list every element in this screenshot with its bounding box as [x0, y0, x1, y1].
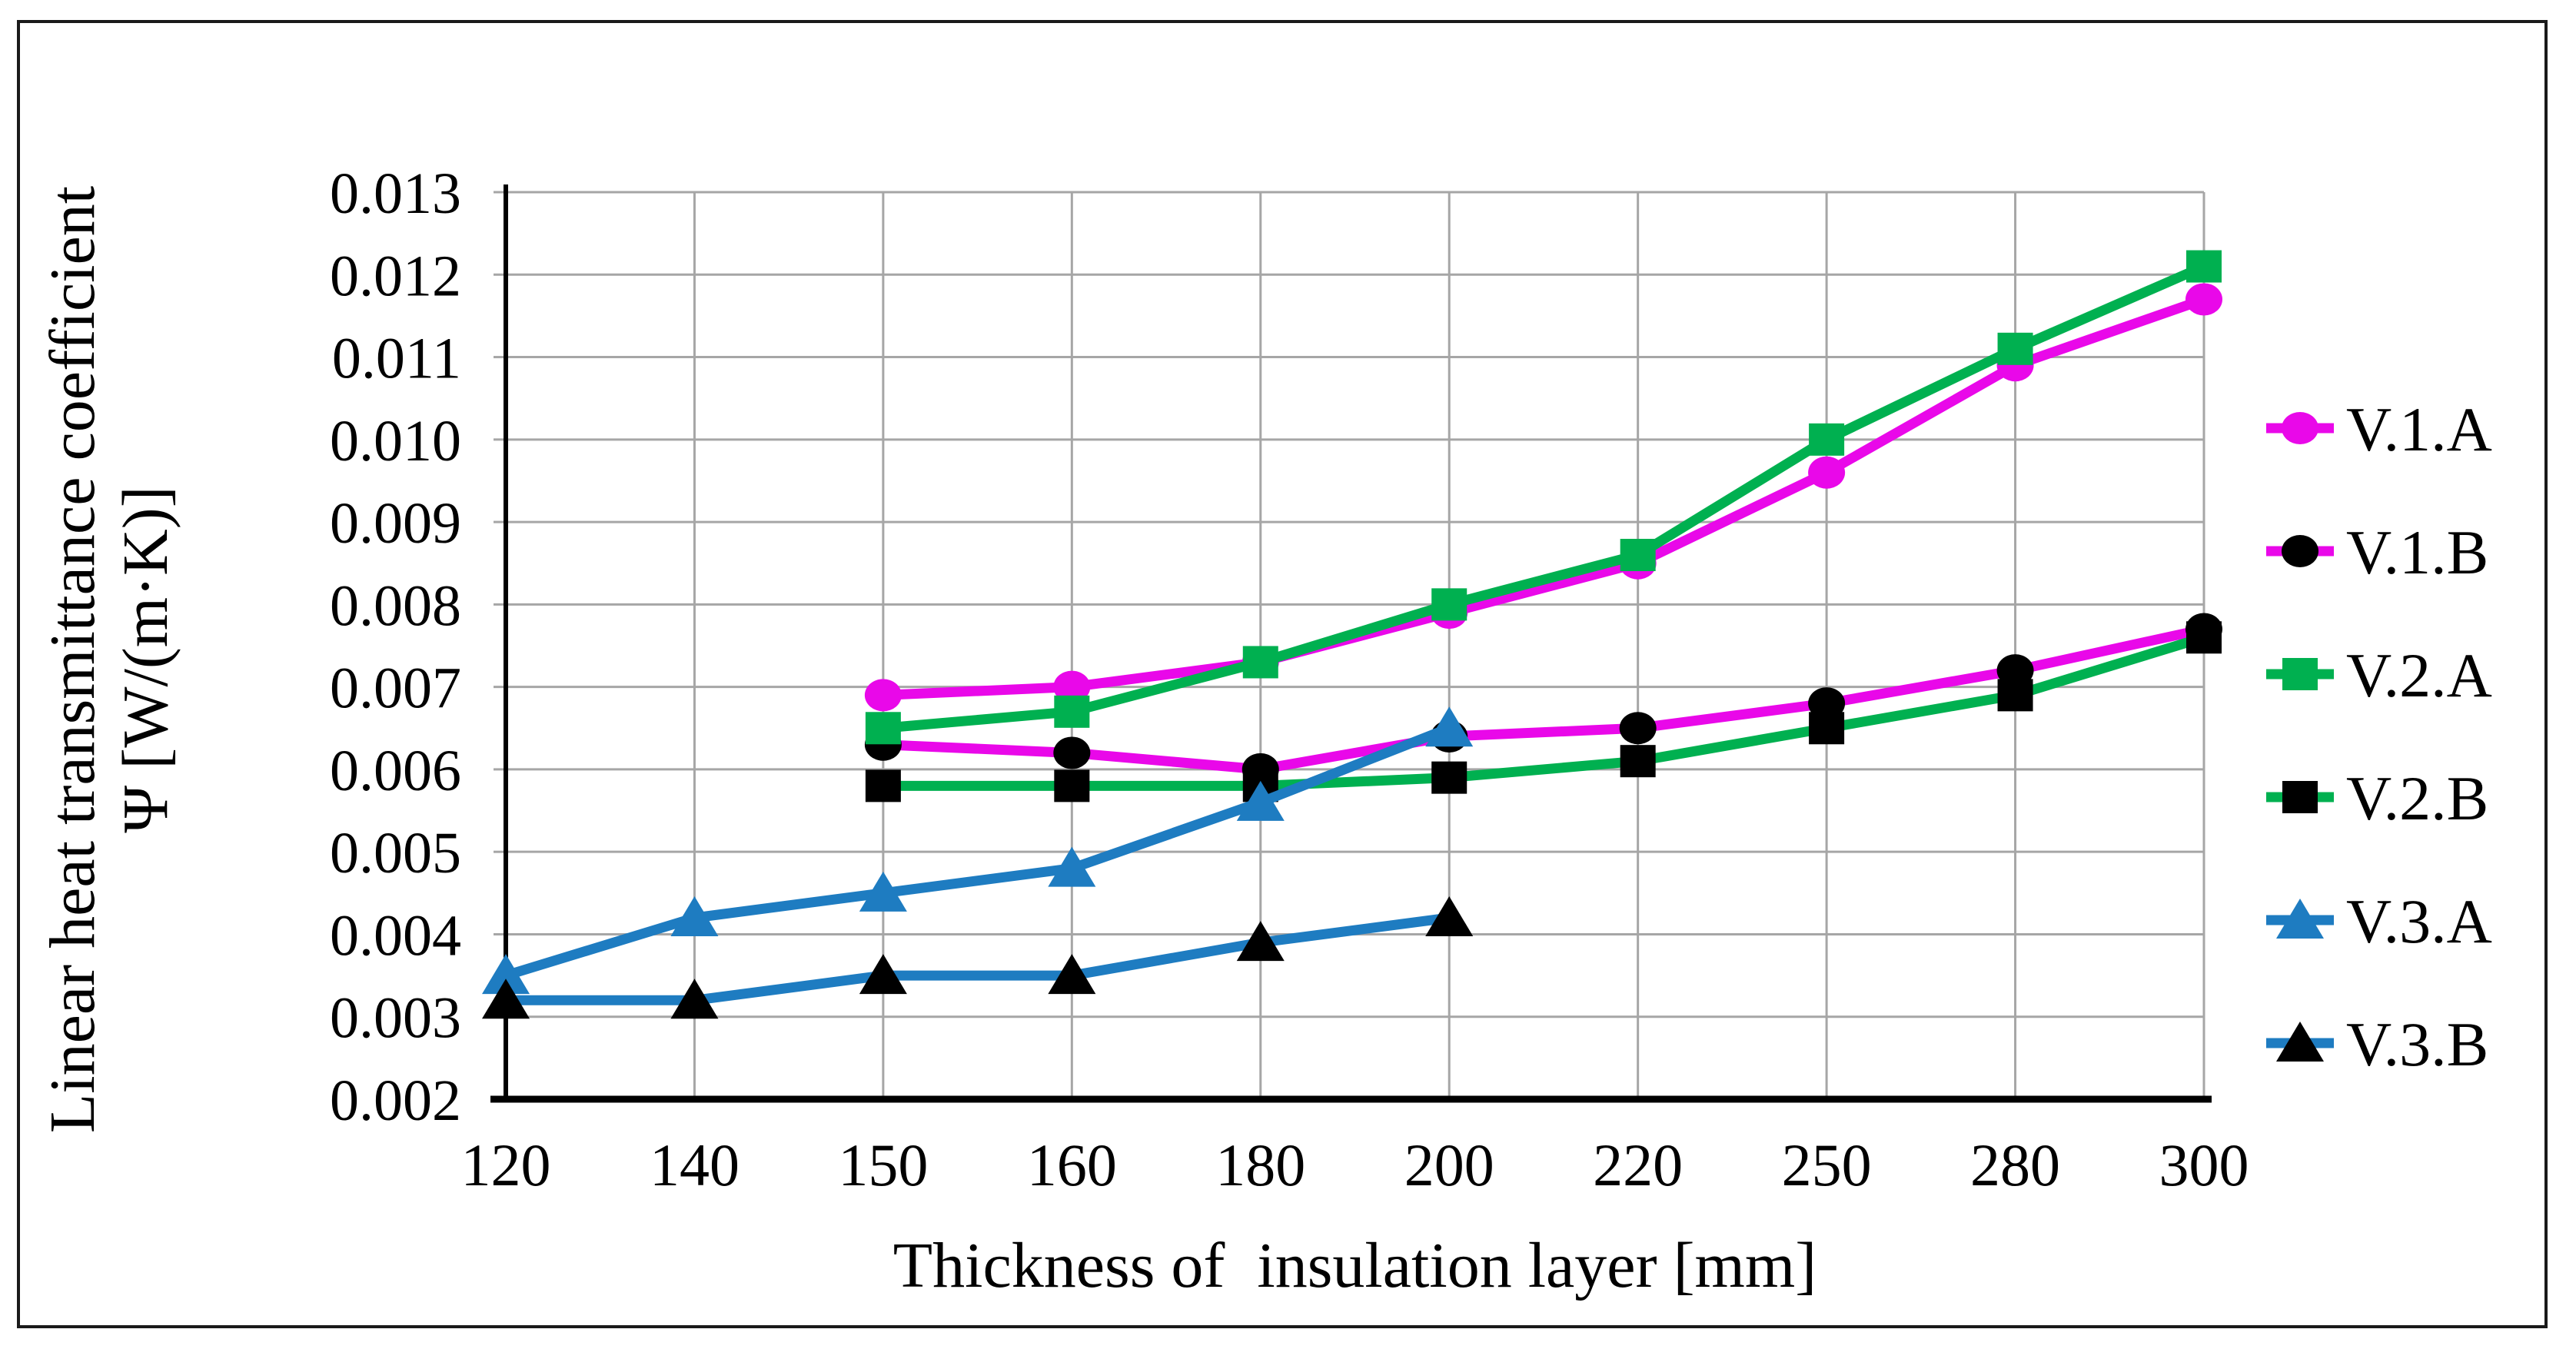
series-line-V.1.A [878, 294, 2209, 700]
series-line-V.3.A [500, 723, 1454, 981]
series-marker-V.2.B [1054, 769, 1090, 802]
series-marker-V.2.B [865, 769, 901, 802]
series-marker-V.1.A [1808, 456, 1846, 489]
series-marker-V.1.A [864, 679, 902, 712]
y-tick-label: 0.008 [330, 573, 461, 638]
x-tick-label: 140 [650, 1131, 740, 1198]
chart-outer-border [17, 20, 2548, 1328]
x-tick-label: 150 [838, 1131, 928, 1198]
legend-marker-V.1.B [2282, 535, 2318, 567]
series-line-V.1.B [878, 624, 2209, 775]
series-marker-V.1.A [1053, 670, 1091, 703]
x-tick-label: 220 [1593, 1131, 1683, 1198]
y-tick-label: 0.006 [330, 739, 461, 803]
series-marker-V.1.B [1996, 654, 2034, 687]
series-marker-V.2.B [1809, 712, 1845, 745]
series-marker-V.3.A [670, 896, 719, 936]
y-tick-label: 0.004 [330, 903, 461, 968]
y-tick-label: 0.009 [330, 491, 461, 556]
series-marker-V.2.B [1620, 745, 1656, 778]
series-marker-V.3.A [482, 954, 530, 995]
series-marker-V.2.B [1997, 679, 2033, 712]
x-tick-label: 280 [1970, 1131, 2060, 1198]
x-tick-label: 200 [1404, 1131, 1494, 1198]
legend-label-V.2.A: V.2.A [2346, 640, 2492, 710]
series-marker-V.1.A [2185, 283, 2222, 316]
x-tick-label: 300 [2159, 1131, 2249, 1198]
y-tick-label: 0.002 [330, 1068, 461, 1133]
series-marker-V.1.B [1053, 736, 1091, 769]
x-tick-label: 250 [1782, 1131, 1872, 1198]
legend-label-V.3.B: V.3.B [2346, 1009, 2488, 1079]
series-marker-V.2.A [1431, 588, 1467, 621]
x-axis-title: Thickness of insulation layer [mm] [892, 1230, 1817, 1301]
y-axis-title: Linear heat transmittance coefficient Ψ … [36, 121, 182, 1198]
series-marker-V.3.A [859, 871, 907, 912]
series-marker-V.3.B [1236, 921, 1285, 962]
legend-marker-V.3.B [2276, 1022, 2324, 1062]
series-marker-V.3.B [859, 954, 907, 995]
y-tick-label: 0.007 [330, 656, 461, 721]
legend-marker-V.2.B [2282, 781, 2318, 813]
legend-marker-V.1.A [2282, 412, 2318, 444]
series-marker-V.2.A [2186, 250, 2222, 283]
legend-marker-V.3.A [2276, 899, 2324, 939]
series-marker-V.2.A [1997, 332, 2033, 365]
series-line-V.2.B [878, 632, 2209, 791]
series-marker-V.2.A [1809, 423, 1845, 456]
y-tick-label: 0.012 [330, 244, 461, 308]
series-marker-V.2.B [2186, 621, 2222, 654]
x-tick-label: 180 [1215, 1131, 1305, 1198]
y-axis-title-line1: Linear heat transmittance coefficient [37, 185, 108, 1134]
x-tick-label: 120 [461, 1131, 551, 1198]
series-marker-V.1.B [1619, 712, 1657, 745]
series-marker-V.1.B [1808, 687, 1846, 720]
legend-label-V.1.B: V.1.B [2346, 517, 2488, 587]
y-tick-label: 0.010 [330, 409, 461, 474]
y-tick-label: 0.005 [330, 821, 461, 886]
series-marker-V.3.B [482, 979, 530, 1019]
legend-label-V.1.A: V.1.A [2346, 394, 2492, 464]
series-marker-V.3.A [1048, 846, 1096, 887]
x-tick-label: 160 [1027, 1131, 1117, 1198]
y-tick-label: 0.013 [330, 161, 461, 226]
series-marker-V.3.B [1048, 954, 1096, 995]
series-marker-V.3.B [1425, 896, 1474, 936]
series-marker-V.3.B [670, 979, 719, 1019]
series-marker-V.2.A [865, 712, 901, 745]
y-tick-label: 0.003 [330, 986, 461, 1051]
series-line-V.3.B [500, 912, 1454, 1005]
series-marker-V.2.A [1620, 539, 1656, 571]
legend-marker-V.2.A [2282, 658, 2318, 690]
legend-label-V.3.A: V.3.A [2346, 886, 2492, 956]
legend-label-V.2.B: V.2.B [2346, 763, 2488, 833]
series-marker-V.2.A [1054, 695, 1090, 728]
series-marker-V.2.B [1431, 761, 1467, 794]
series-marker-V.2.A [1242, 646, 1278, 679]
y-axis-title-line2: Ψ [W/(m·K)] [110, 486, 181, 833]
y-tick-label: 0.011 [332, 327, 461, 391]
series-marker-V.3.A [1425, 706, 1474, 747]
series-marker-V.3.A [1236, 780, 1285, 821]
series-line-V.2.A [878, 261, 2209, 733]
